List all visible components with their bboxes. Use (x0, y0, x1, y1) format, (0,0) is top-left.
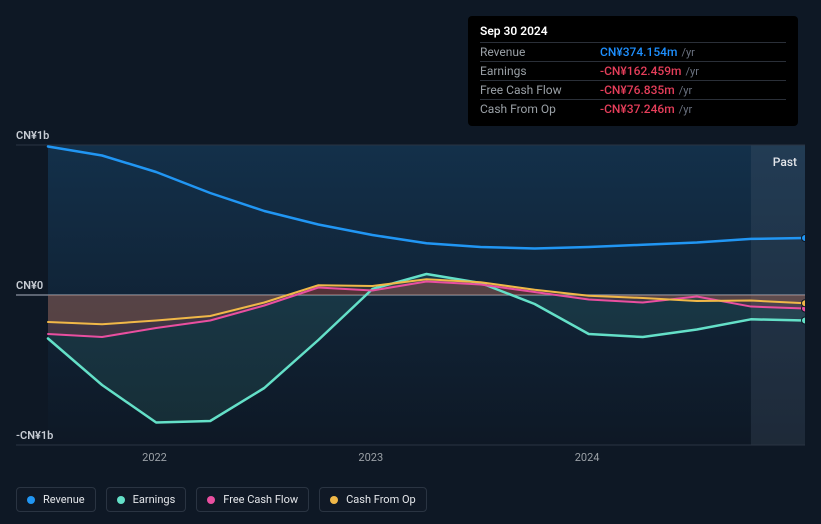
legend-label: Earnings (133, 493, 176, 506)
tooltip-value: -CN¥76.835m (600, 83, 675, 97)
tooltip-value: -CN¥162.459m (600, 64, 682, 78)
legend-label: Free Cash Flow (223, 493, 298, 506)
tooltip-label: Earnings (480, 64, 600, 78)
legend-swatch (27, 496, 35, 504)
legend-label: Cash From Op (346, 493, 416, 506)
x-axis-label: 2024 (575, 451, 600, 464)
legend-swatch (330, 496, 338, 504)
chart-tooltip: Sep 30 2024 RevenueCN¥374.154m/yrEarning… (468, 16, 798, 126)
legend-item-earnings[interactable]: Earnings (106, 487, 187, 512)
x-axis-label: 2022 (142, 451, 167, 464)
y-axis-label: CN¥1b (16, 129, 49, 142)
legend-label: Revenue (43, 493, 85, 506)
legend-item-free-cash-flow[interactable]: Free Cash Flow (196, 487, 309, 512)
tooltip-row: RevenueCN¥374.154m/yr (480, 42, 786, 61)
chart-canvas (16, 125, 805, 455)
tooltip-unit: /yr (681, 46, 694, 59)
tooltip-date: Sep 30 2024 (480, 24, 786, 38)
y-axis-label: -CN¥1b (16, 429, 53, 442)
financials-chart: CN¥1b CN¥0 -CN¥1b 2022 2023 2024 Past (16, 125, 805, 480)
legend-swatch (207, 496, 215, 504)
tooltip-unit: /yr (686, 65, 699, 78)
tooltip-unit: /yr (679, 84, 692, 97)
legend-item-cash-from-op[interactable]: Cash From Op (319, 487, 427, 512)
y-axis-label: CN¥0 (16, 279, 43, 292)
tooltip-value: -CN¥37.246m (600, 102, 675, 116)
chart-legend: Revenue Earnings Free Cash Flow Cash From O… (16, 487, 427, 512)
tooltip-label: Revenue (480, 45, 600, 59)
x-axis-label: 2023 (358, 451, 383, 464)
tooltip-row: Earnings-CN¥162.459m/yr (480, 61, 786, 80)
legend-item-revenue[interactable]: Revenue (16, 487, 96, 512)
tooltip-unit: /yr (679, 103, 692, 116)
tooltip-row: Free Cash Flow-CN¥76.835m/yr (480, 80, 786, 99)
tooltip-label: Cash From Op (480, 102, 600, 116)
past-label: Past (773, 155, 797, 169)
tooltip-label: Free Cash Flow (480, 83, 600, 97)
tooltip-row: Cash From Op-CN¥37.246m/yr (480, 99, 786, 118)
legend-swatch (117, 496, 125, 504)
tooltip-value: CN¥374.154m (600, 45, 677, 59)
